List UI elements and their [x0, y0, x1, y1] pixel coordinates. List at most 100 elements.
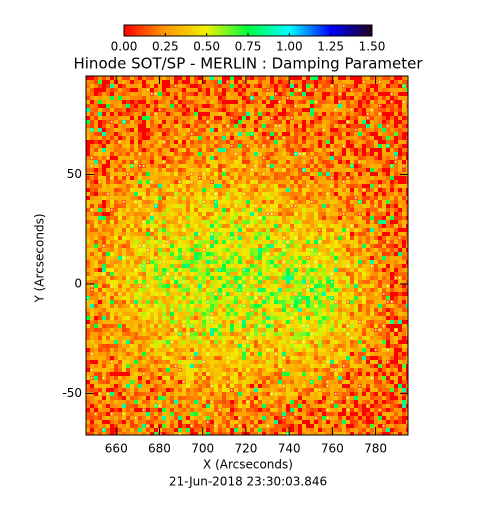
pixel	[90, 272, 94, 276]
pixel	[274, 276, 278, 280]
pixel	[202, 224, 206, 228]
pixel	[330, 288, 334, 292]
pixel	[218, 180, 222, 184]
pixel	[230, 220, 234, 224]
pixel	[170, 276, 174, 280]
pixel	[322, 320, 326, 324]
pixel	[222, 120, 226, 124]
pixel	[98, 208, 102, 212]
pixel	[374, 144, 378, 148]
pixel	[126, 220, 130, 224]
pixel	[130, 324, 134, 328]
pixel	[318, 188, 322, 192]
pixel	[266, 224, 270, 228]
pixel	[378, 300, 382, 304]
pixel	[202, 288, 206, 292]
pixel	[166, 308, 170, 312]
pixel	[350, 284, 354, 288]
pixel	[278, 204, 282, 208]
pixel	[86, 208, 90, 212]
pixel	[394, 144, 398, 148]
pixel	[354, 272, 358, 276]
pixel	[254, 132, 258, 136]
pixel	[146, 328, 150, 332]
pixel	[210, 192, 214, 196]
pixel	[246, 220, 250, 224]
pixel	[166, 144, 170, 148]
pixel	[295, 293, 297, 295]
pixel	[294, 160, 298, 164]
pixel	[226, 288, 230, 292]
pixel	[322, 248, 326, 252]
pixel	[186, 200, 190, 204]
pixel	[406, 304, 408, 308]
pixel	[402, 172, 406, 176]
pixel	[110, 172, 114, 176]
pixel	[330, 116, 334, 120]
pixel	[286, 212, 290, 216]
pixel	[330, 260, 334, 264]
pixel	[322, 204, 326, 208]
pixel	[138, 328, 142, 332]
pixel	[182, 212, 186, 216]
pixel	[298, 280, 302, 284]
pixel	[226, 276, 230, 280]
pixel	[214, 328, 218, 332]
pixel	[162, 92, 166, 96]
pixel	[398, 220, 402, 224]
pixel	[218, 80, 222, 84]
pixel	[230, 208, 234, 212]
pixel	[250, 268, 254, 272]
pixel	[335, 109, 337, 111]
pixel	[127, 173, 129, 175]
pixel	[310, 300, 314, 304]
pixel	[118, 312, 122, 316]
pixel	[102, 300, 106, 304]
pixel	[178, 212, 182, 216]
pixel	[391, 101, 393, 103]
pixel	[366, 300, 370, 304]
pixel	[118, 256, 122, 260]
pixel	[266, 304, 270, 308]
pixel	[150, 120, 154, 124]
pixel	[266, 140, 270, 144]
pixel	[318, 288, 322, 292]
pixel	[323, 129, 325, 131]
pixel	[250, 100, 254, 104]
pixel	[122, 328, 126, 332]
pixel	[118, 80, 122, 84]
pixel	[166, 220, 170, 224]
pixel	[122, 248, 126, 252]
pixel	[402, 268, 406, 272]
pixel	[123, 257, 125, 259]
pixel	[354, 96, 358, 100]
pixel	[218, 204, 222, 208]
pixel	[390, 260, 394, 264]
pixel	[194, 172, 198, 176]
pixel	[210, 84, 214, 88]
pixel	[186, 236, 190, 240]
pixel	[346, 204, 350, 208]
pixel	[242, 260, 246, 264]
pixel	[194, 160, 198, 164]
pixel	[222, 324, 226, 328]
pixel	[382, 248, 386, 252]
pixel	[222, 220, 226, 224]
pixel	[262, 88, 266, 92]
pixel	[318, 180, 322, 184]
pixel	[254, 232, 258, 236]
pixel	[166, 132, 170, 136]
pixel	[254, 196, 258, 200]
pixel	[206, 256, 210, 260]
pixel	[246, 172, 250, 176]
pixel	[374, 264, 378, 268]
pixel	[402, 200, 406, 204]
pixel	[222, 304, 226, 308]
pixel	[266, 152, 270, 156]
pixel	[258, 184, 262, 188]
pixel	[366, 296, 370, 300]
pixel	[214, 296, 218, 300]
pixel	[370, 252, 374, 256]
pixel	[282, 280, 286, 284]
pixel	[274, 224, 278, 228]
